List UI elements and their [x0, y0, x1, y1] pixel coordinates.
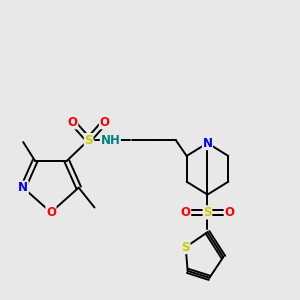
- Text: S: S: [84, 134, 93, 147]
- Text: O: O: [181, 206, 191, 219]
- Text: N: N: [202, 136, 212, 150]
- Text: O: O: [224, 206, 234, 219]
- Text: S: S: [203, 206, 212, 219]
- Text: NH: NH: [100, 134, 120, 147]
- Text: O: O: [99, 116, 110, 129]
- Text: O: O: [46, 206, 56, 219]
- Text: S: S: [182, 241, 190, 254]
- Text: N: N: [18, 181, 28, 194]
- Text: O: O: [68, 116, 78, 129]
